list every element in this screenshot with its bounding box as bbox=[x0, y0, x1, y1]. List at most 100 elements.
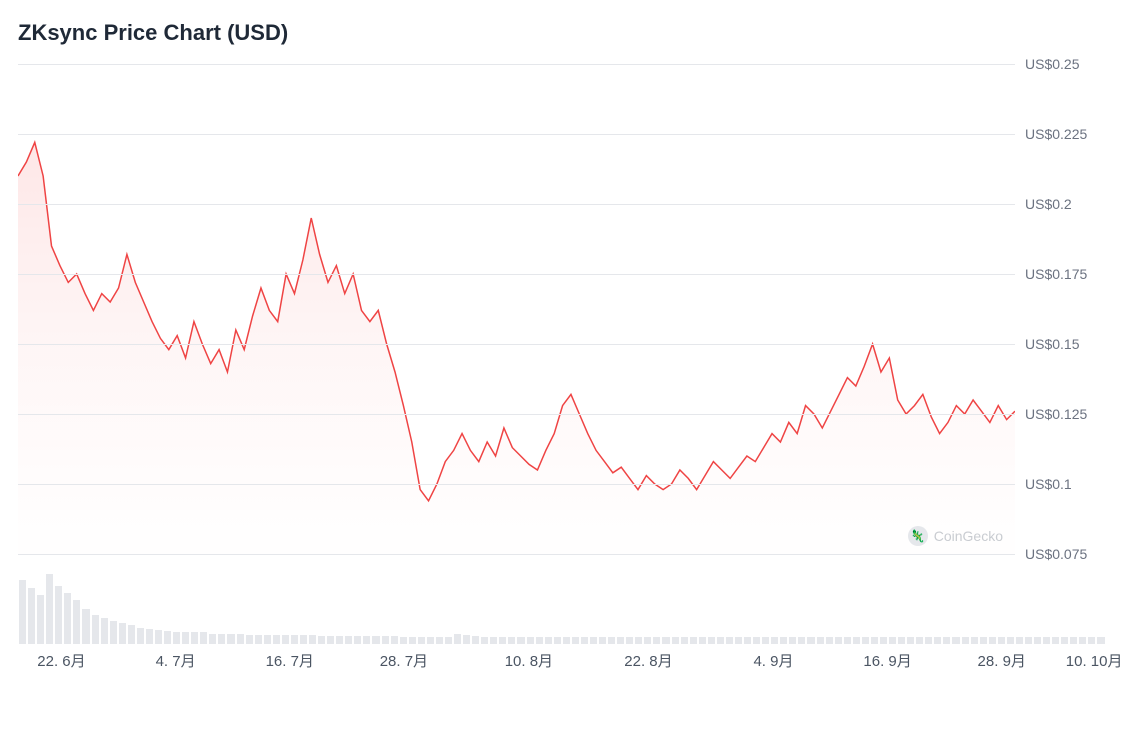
gridline bbox=[18, 554, 1015, 555]
volume-bar bbox=[517, 637, 524, 644]
y-tick-label: US$0.25 bbox=[1025, 56, 1079, 72]
volume-bar bbox=[246, 635, 253, 644]
volume-bar bbox=[798, 637, 805, 644]
volume-bar bbox=[309, 635, 316, 644]
volume-bar bbox=[336, 636, 343, 644]
gridline bbox=[18, 134, 1015, 135]
volume-bar bbox=[925, 637, 932, 644]
y-axis: US$0.075US$0.1US$0.125US$0.15US$0.175US$… bbox=[1015, 64, 1105, 554]
volume-bar bbox=[1034, 637, 1041, 644]
volume-bar bbox=[980, 637, 987, 644]
x-tick-label: 28. 9月 bbox=[978, 650, 1026, 671]
volume-bar bbox=[699, 637, 706, 644]
volume-bar bbox=[155, 630, 162, 644]
volume-bar bbox=[708, 637, 715, 644]
volume-bar bbox=[128, 625, 135, 644]
x-tick-label: 10. 8月 bbox=[505, 650, 553, 671]
volume-bar bbox=[971, 637, 978, 644]
chart-title: ZKsync Price Chart (USD) bbox=[18, 20, 1105, 46]
volume-bar bbox=[182, 632, 189, 644]
volume-bar bbox=[499, 637, 506, 644]
volume-bar bbox=[1016, 637, 1023, 644]
volume-bar bbox=[300, 635, 307, 644]
volume-bar bbox=[28, 588, 35, 644]
volume-bar bbox=[400, 637, 407, 644]
volume-bar bbox=[291, 635, 298, 644]
volume-bar bbox=[690, 637, 697, 644]
volume-bar bbox=[1070, 637, 1077, 644]
volume-bar bbox=[1079, 637, 1086, 644]
volume-bar bbox=[871, 637, 878, 644]
volume-bar bbox=[46, 574, 53, 644]
volume-bar bbox=[672, 637, 679, 644]
y-tick-label: US$0.075 bbox=[1025, 546, 1087, 562]
volume-bar bbox=[826, 637, 833, 644]
volume-bar bbox=[445, 637, 452, 644]
y-tick-label: US$0.2 bbox=[1025, 196, 1072, 212]
volume-bar bbox=[409, 637, 416, 644]
volume-bar bbox=[998, 637, 1005, 644]
volume-bar bbox=[218, 634, 225, 645]
volume-bar bbox=[789, 637, 796, 644]
chart-plot-area: 🦎 CoinGecko bbox=[18, 64, 1015, 554]
volume-bar bbox=[563, 637, 570, 644]
volume-bar bbox=[617, 637, 624, 644]
volume-bar bbox=[345, 636, 352, 644]
volume-bar bbox=[599, 637, 606, 644]
volume-bar bbox=[1052, 637, 1059, 644]
x-tick-label: 16. 7月 bbox=[266, 650, 314, 671]
volume-bar bbox=[780, 637, 787, 644]
volume-bar bbox=[717, 637, 724, 644]
x-tick-label: 10. 10月 bbox=[1066, 650, 1123, 671]
volume-bars bbox=[18, 574, 1105, 644]
volume-bar bbox=[527, 637, 534, 644]
gridline bbox=[18, 484, 1015, 485]
volume-bar bbox=[418, 637, 425, 644]
volume-bar bbox=[490, 637, 497, 644]
volume-bar bbox=[771, 637, 778, 644]
volume-bar bbox=[55, 586, 62, 644]
volume-bar bbox=[726, 637, 733, 644]
price-chart: 🦎 CoinGecko US$0.075US$0.1US$0.125US$0.1… bbox=[18, 64, 1105, 672]
volume-bar bbox=[907, 637, 914, 644]
volume-bar bbox=[273, 635, 280, 644]
volume-bar bbox=[454, 634, 461, 645]
volume-bar bbox=[318, 636, 325, 644]
volume-bar bbox=[1025, 637, 1032, 644]
volume-bar bbox=[191, 632, 198, 644]
volume-bar bbox=[481, 637, 488, 644]
volume-bar bbox=[209, 634, 216, 645]
volume-bar bbox=[753, 637, 760, 644]
volume-bar bbox=[92, 615, 99, 644]
gridline bbox=[18, 344, 1015, 345]
volume-bar bbox=[952, 637, 959, 644]
volume-bar bbox=[681, 637, 688, 644]
volume-bar bbox=[1097, 637, 1104, 644]
volume-bar bbox=[101, 618, 108, 644]
gridline bbox=[18, 64, 1015, 65]
price-line-svg bbox=[18, 64, 1015, 554]
volume-bar bbox=[989, 637, 996, 644]
y-tick-label: US$0.175 bbox=[1025, 266, 1087, 282]
volume-bar bbox=[472, 636, 479, 644]
volume-bar bbox=[173, 632, 180, 644]
volume-bar bbox=[146, 629, 153, 644]
volume-bar bbox=[372, 636, 379, 644]
volume-bar bbox=[817, 637, 824, 644]
volume-bar bbox=[82, 609, 89, 644]
volume-bar bbox=[880, 637, 887, 644]
volume-bar bbox=[64, 593, 71, 644]
x-tick-label: 22. 6月 bbox=[37, 650, 85, 671]
volume-bar bbox=[391, 636, 398, 644]
volume-bar bbox=[255, 635, 262, 644]
volume-bar bbox=[1061, 637, 1068, 644]
volume-bar bbox=[363, 636, 370, 644]
volume-bar bbox=[37, 595, 44, 644]
volume-bar bbox=[835, 637, 842, 644]
volume-bar bbox=[934, 637, 941, 644]
volume-bar bbox=[807, 637, 814, 644]
volume-bar bbox=[545, 637, 552, 644]
volume-bar bbox=[626, 637, 633, 644]
volume-bar bbox=[282, 635, 289, 644]
x-axis: 22. 6月4. 7月16. 7月28. 7月10. 8月22. 8月4. 9月… bbox=[18, 650, 1105, 672]
